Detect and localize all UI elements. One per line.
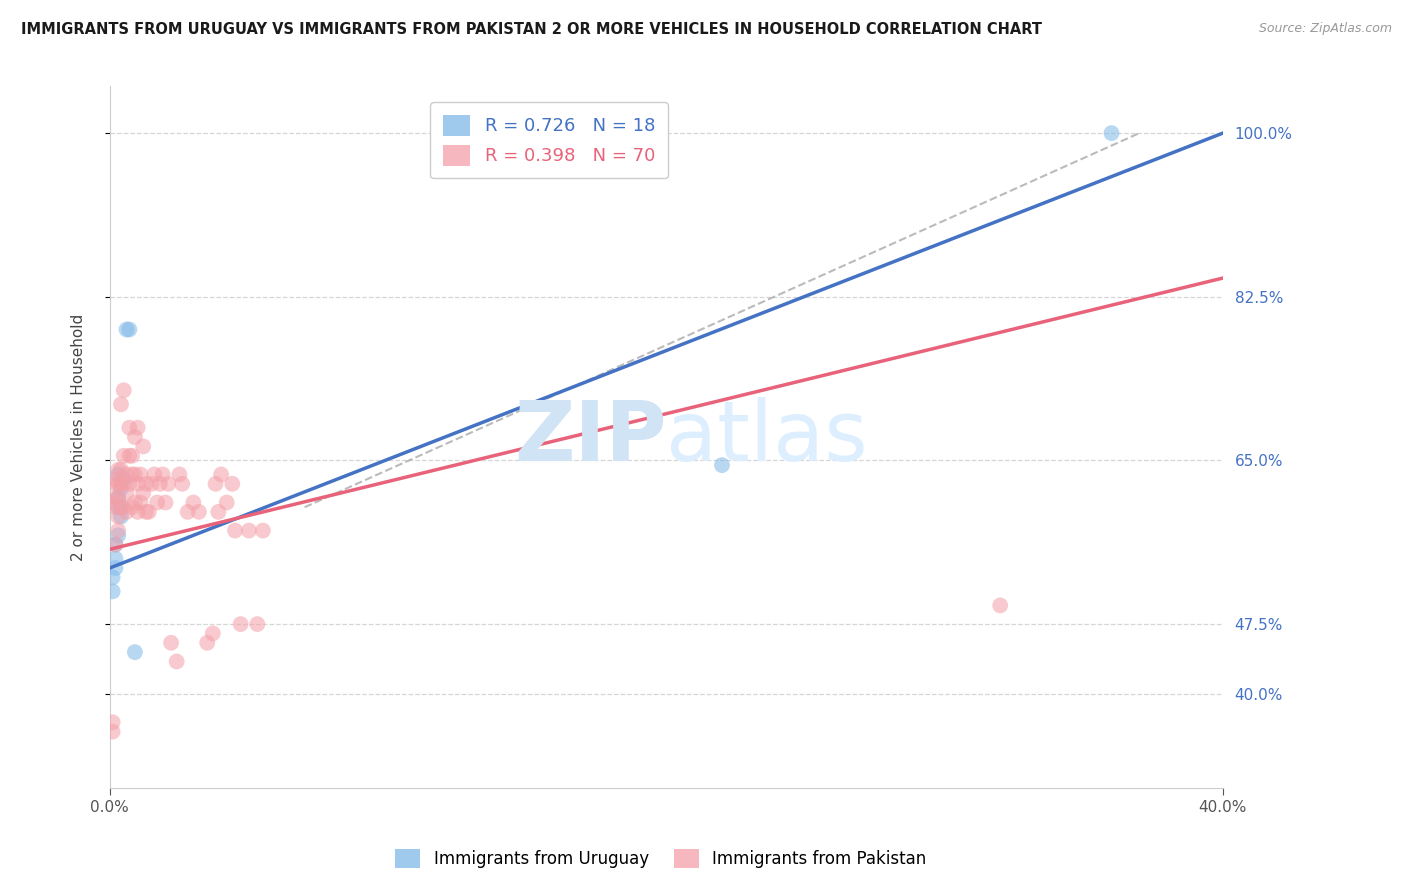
Point (1101, 126, 1123, 140)
Point (157, 476, 180, 491)
Point (221, 476, 243, 491)
Point (146, 495, 169, 509)
Point (112, 476, 135, 491)
Point (115, 486, 138, 500)
Text: atlas: atlas (666, 397, 868, 477)
Point (141, 476, 163, 491)
Point (118, 420, 141, 434)
Point (988, 599, 1011, 613)
Point (101, 495, 124, 509)
Point (118, 449, 141, 463)
Point (124, 430, 146, 444)
Point (172, 476, 194, 491)
Point (104, 476, 127, 491)
Point (215, 495, 238, 509)
Point (104, 538, 127, 552)
Point (107, 467, 129, 482)
Point (124, 495, 146, 509)
Point (101, 715, 124, 730)
Point (135, 476, 157, 491)
Point (181, 495, 204, 509)
Point (238, 524, 260, 538)
Point (107, 476, 129, 491)
Legend: R = 0.726   N = 18, R = 0.398   N = 70: R = 0.726 N = 18, R = 0.398 N = 70 (430, 103, 668, 178)
Point (177, 505, 200, 519)
Point (110, 397, 132, 411)
Point (107, 491, 129, 505)
Point (135, 505, 157, 519)
Point (112, 472, 135, 486)
Point (107, 463, 129, 477)
Point (132, 439, 155, 453)
Point (110, 500, 132, 515)
Point (155, 495, 177, 509)
Point (101, 584, 124, 599)
Point (104, 561, 127, 575)
Point (115, 322, 138, 336)
Point (104, 472, 127, 486)
Point (107, 524, 129, 538)
Point (124, 467, 146, 482)
Point (115, 505, 138, 519)
Point (101, 570, 124, 584)
Point (160, 636, 183, 650)
Point (138, 505, 160, 519)
Point (121, 500, 143, 515)
Point (107, 491, 129, 505)
Point (115, 467, 138, 482)
Point (132, 486, 155, 500)
Point (252, 524, 274, 538)
Point (224, 524, 246, 538)
Point (110, 476, 132, 491)
Point (107, 509, 129, 524)
Point (104, 551, 127, 566)
Point (118, 476, 141, 491)
Point (169, 467, 191, 482)
Point (121, 467, 143, 482)
Point (112, 384, 135, 398)
Point (124, 645, 146, 659)
Point (195, 636, 218, 650)
Point (229, 617, 252, 632)
Point (110, 463, 132, 477)
Point (110, 509, 132, 524)
Point (127, 476, 149, 491)
Point (112, 500, 135, 515)
Point (104, 491, 127, 505)
Point (121, 449, 143, 463)
Point (152, 467, 174, 482)
Text: Source: ZipAtlas.com: Source: ZipAtlas.com (1258, 22, 1392, 36)
Point (118, 322, 141, 336)
Point (246, 617, 269, 632)
Point (110, 482, 132, 496)
Y-axis label: 2 or more Vehicles in Household: 2 or more Vehicles in Household (72, 313, 86, 561)
Point (187, 505, 209, 519)
Point (112, 449, 135, 463)
Point (104, 500, 127, 515)
Point (107, 500, 129, 515)
Legend: Immigrants from Uruguay, Immigrants from Pakistan: Immigrants from Uruguay, Immigrants from… (388, 842, 934, 875)
Point (104, 538, 127, 552)
Point (166, 655, 188, 669)
Point (209, 467, 232, 482)
Point (143, 467, 166, 482)
Point (149, 476, 172, 491)
Point (129, 467, 152, 482)
Point (129, 495, 152, 509)
Point (201, 626, 224, 640)
Point (710, 458, 733, 472)
Point (107, 528, 129, 542)
Point (127, 420, 149, 434)
Point (101, 724, 124, 739)
Point (207, 505, 229, 519)
Point (110, 500, 132, 515)
Point (204, 476, 226, 491)
Text: ZIP: ZIP (513, 397, 666, 477)
Text: IMMIGRANTS FROM URUGUAY VS IMMIGRANTS FROM PAKISTAN 2 OR MORE VEHICLES IN HOUSEH: IMMIGRANTS FROM URUGUAY VS IMMIGRANTS FR… (21, 22, 1042, 37)
Point (127, 505, 149, 519)
